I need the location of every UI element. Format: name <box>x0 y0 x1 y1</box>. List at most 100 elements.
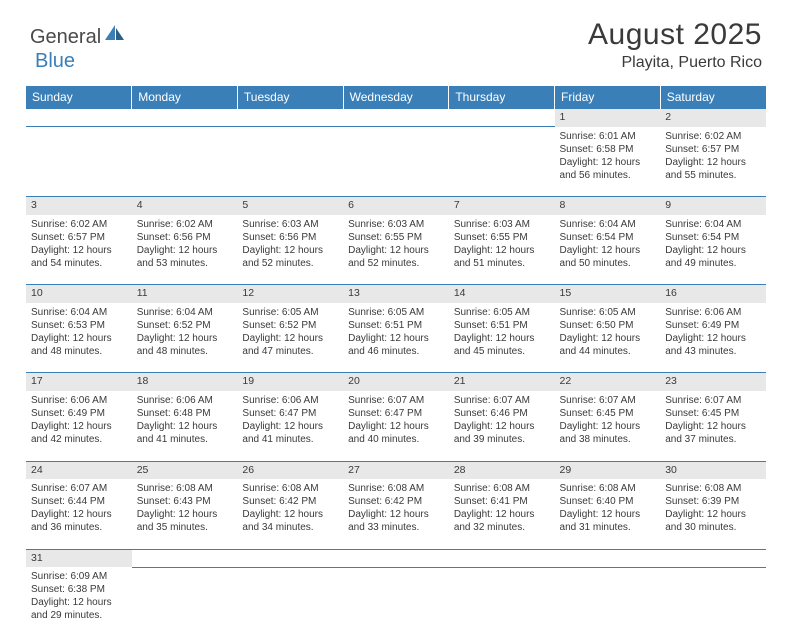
sunrise-line: Sunrise: 6:04 AM <box>665 218 761 231</box>
location-label: Playita, Puerto Rico <box>588 54 762 72</box>
daylight-line-1: Daylight: 12 hours <box>137 244 233 257</box>
daylight-line-2: and 33 minutes. <box>348 521 444 534</box>
daylight-line-1: Daylight: 12 hours <box>560 420 656 433</box>
sunset-line: Sunset: 6:55 PM <box>348 231 444 244</box>
logo-sail-icon <box>104 24 126 47</box>
day-data-cell <box>26 127 132 197</box>
day-number-cell: 4 <box>132 197 238 215</box>
day-number-cell: 17 <box>26 373 132 391</box>
sunrise-line: Sunrise: 6:08 AM <box>665 482 761 495</box>
sunrise-line: Sunrise: 6:01 AM <box>560 130 656 143</box>
daylight-line-2: and 52 minutes. <box>348 257 444 270</box>
sunset-line: Sunset: 6:47 PM <box>242 407 338 420</box>
sunset-line: Sunset: 6:52 PM <box>242 319 338 332</box>
daylight-line-2: and 32 minutes. <box>454 521 550 534</box>
weekday-fri: Friday <box>555 86 661 109</box>
day-data-cell: Sunrise: 6:04 AMSunset: 6:53 PMDaylight:… <box>26 303 132 373</box>
sunrise-line: Sunrise: 6:02 AM <box>31 218 127 231</box>
daylight-line-1: Daylight: 12 hours <box>665 508 761 521</box>
daynum-row: 31 <box>26 549 766 567</box>
sunset-line: Sunset: 6:45 PM <box>665 407 761 420</box>
sunrise-line: Sunrise: 6:08 AM <box>137 482 233 495</box>
day-number-cell: 10 <box>26 285 132 303</box>
daylight-line-1: Daylight: 12 hours <box>665 332 761 345</box>
logo-text-general: General <box>30 26 101 49</box>
sunset-line: Sunset: 6:55 PM <box>454 231 550 244</box>
day-number-cell: 16 <box>660 285 766 303</box>
daylight-line-2: and 54 minutes. <box>31 257 127 270</box>
day-number-cell <box>343 549 449 567</box>
day-number-cell <box>237 549 343 567</box>
daylight-line-2: and 37 minutes. <box>665 433 761 446</box>
sunset-line: Sunset: 6:45 PM <box>560 407 656 420</box>
day-number-cell <box>449 549 555 567</box>
daylight-line-2: and 31 minutes. <box>560 521 656 534</box>
calendar-table: Sunday Monday Tuesday Wednesday Thursday… <box>26 86 766 637</box>
sunrise-line: Sunrise: 6:08 AM <box>560 482 656 495</box>
sunrise-line: Sunrise: 6:08 AM <box>348 482 444 495</box>
daylight-line-2: and 47 minutes. <box>242 345 338 358</box>
day-number-cell: 5 <box>237 197 343 215</box>
data-row: Sunrise: 6:02 AMSunset: 6:57 PMDaylight:… <box>26 215 766 285</box>
sunset-line: Sunset: 6:53 PM <box>31 319 127 332</box>
daylight-line-1: Daylight: 12 hours <box>665 156 761 169</box>
daylight-line-2: and 36 minutes. <box>31 521 127 534</box>
day-data-cell: Sunrise: 6:03 AMSunset: 6:56 PMDaylight:… <box>237 215 343 285</box>
daylight-line-1: Daylight: 12 hours <box>454 244 550 257</box>
day-number-cell: 18 <box>132 373 238 391</box>
daylight-line-2: and 44 minutes. <box>560 345 656 358</box>
daylight-line-1: Daylight: 12 hours <box>560 332 656 345</box>
sunset-line: Sunset: 6:54 PM <box>560 231 656 244</box>
day-data-cell: Sunrise: 6:08 AMSunset: 6:39 PMDaylight:… <box>660 479 766 549</box>
daylight-line-1: Daylight: 12 hours <box>348 332 444 345</box>
daylight-line-2: and 48 minutes. <box>31 345 127 358</box>
daylight-line-1: Daylight: 12 hours <box>242 508 338 521</box>
sunrise-line: Sunrise: 6:08 AM <box>454 482 550 495</box>
day-number-cell: 21 <box>449 373 555 391</box>
sunrise-line: Sunrise: 6:04 AM <box>137 306 233 319</box>
sunset-line: Sunset: 6:50 PM <box>560 319 656 332</box>
daylight-line-2: and 41 minutes. <box>137 433 233 446</box>
day-number-cell: 11 <box>132 285 238 303</box>
day-number-cell: 24 <box>26 461 132 479</box>
daylight-line-1: Daylight: 12 hours <box>454 508 550 521</box>
weekday-sun: Sunday <box>26 86 132 109</box>
daylight-line-1: Daylight: 12 hours <box>560 508 656 521</box>
day-data-cell: Sunrise: 6:02 AMSunset: 6:56 PMDaylight:… <box>132 215 238 285</box>
day-number-cell: 6 <box>343 197 449 215</box>
daylight-line-2: and 52 minutes. <box>242 257 338 270</box>
sunrise-line: Sunrise: 6:07 AM <box>348 394 444 407</box>
day-data-cell: Sunrise: 6:02 AMSunset: 6:57 PMDaylight:… <box>26 215 132 285</box>
daylight-line-2: and 50 minutes. <box>560 257 656 270</box>
day-number-cell <box>343 109 449 127</box>
day-number-cell: 23 <box>660 373 766 391</box>
day-data-cell: Sunrise: 6:07 AMSunset: 6:45 PMDaylight:… <box>555 391 661 461</box>
sunset-line: Sunset: 6:48 PM <box>137 407 233 420</box>
daynum-row: 17181920212223 <box>26 373 766 391</box>
day-number-cell: 20 <box>343 373 449 391</box>
sunset-line: Sunset: 6:40 PM <box>560 495 656 508</box>
title-block: August 2025 Playita, Puerto Rico <box>588 18 762 72</box>
sunrise-line: Sunrise: 6:08 AM <box>242 482 338 495</box>
day-number-cell <box>132 109 238 127</box>
weekday-header-row: Sunday Monday Tuesday Wednesday Thursday… <box>26 86 766 109</box>
daylight-line-1: Daylight: 12 hours <box>348 244 444 257</box>
sunset-line: Sunset: 6:49 PM <box>665 319 761 332</box>
daylight-line-2: and 41 minutes. <box>242 433 338 446</box>
daylight-line-1: Daylight: 12 hours <box>137 332 233 345</box>
daynum-row: 24252627282930 <box>26 461 766 479</box>
day-number-cell: 12 <box>237 285 343 303</box>
day-data-cell: Sunrise: 6:05 AMSunset: 6:50 PMDaylight:… <box>555 303 661 373</box>
sunset-line: Sunset: 6:56 PM <box>242 231 338 244</box>
daylight-line-2: and 35 minutes. <box>137 521 233 534</box>
page-header: General August 2025 Playita, Puerto Rico <box>0 0 792 80</box>
sunset-line: Sunset: 6:46 PM <box>454 407 550 420</box>
day-data-cell: Sunrise: 6:01 AMSunset: 6:58 PMDaylight:… <box>555 127 661 197</box>
day-data-cell <box>555 567 661 637</box>
data-row: Sunrise: 6:06 AMSunset: 6:49 PMDaylight:… <box>26 391 766 461</box>
day-number-cell <box>660 549 766 567</box>
day-number-cell: 30 <box>660 461 766 479</box>
sunrise-line: Sunrise: 6:03 AM <box>454 218 550 231</box>
sunrise-line: Sunrise: 6:03 AM <box>348 218 444 231</box>
daylight-line-2: and 53 minutes. <box>137 257 233 270</box>
